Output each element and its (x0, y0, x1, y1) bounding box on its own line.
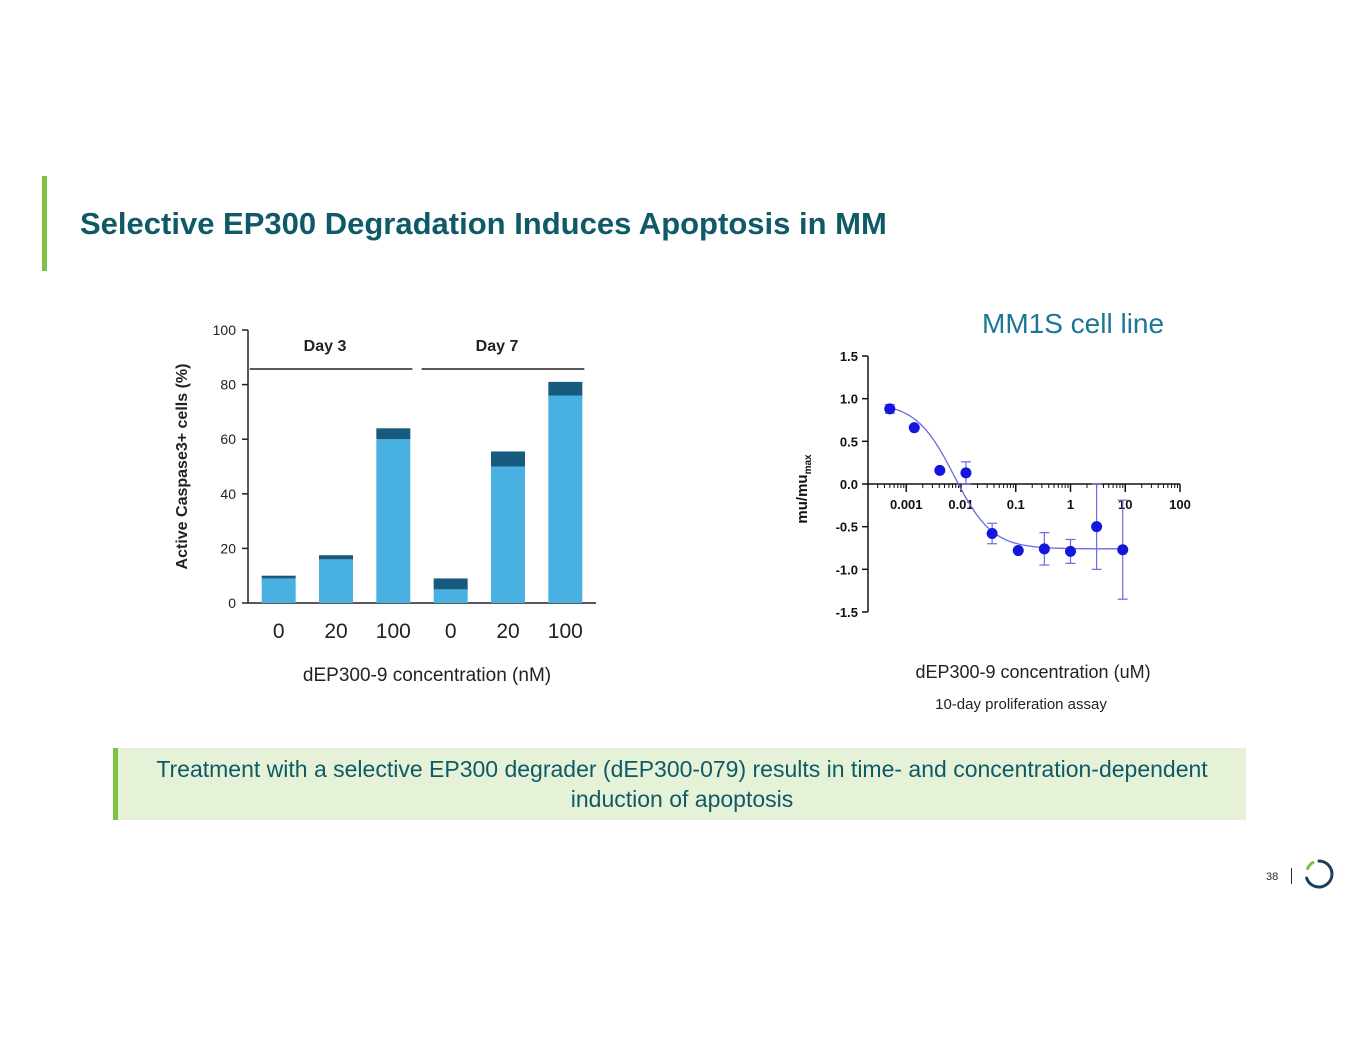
cell-line-subtitle: MM1S cell line (982, 308, 1165, 339)
y-tick-label: -1.5 (836, 605, 858, 620)
data-point (1091, 521, 1103, 533)
y-axis-label-subscript: max (803, 454, 814, 474)
y-tick-label: 1.0 (840, 392, 858, 407)
y-axis-label: mu/mumax (794, 454, 814, 524)
caspase-bar-chart: 0 20 40 60 80 100 Active Caspase3+ cells (%) 0 2… (160, 315, 620, 695)
x-tick-label: 0.1 (1007, 497, 1025, 512)
x-tick-label: 100 (548, 620, 583, 643)
circular-ring-logo-icon (1305, 859, 1334, 889)
y-tick-label: 1.5 (840, 349, 858, 364)
bar-segment-base (319, 559, 353, 603)
x-axis-label: dEP300-9 concentration (uM) (915, 662, 1150, 682)
bar-segment-base (376, 439, 411, 603)
bar-segment-top (548, 381, 583, 396)
data-point (884, 403, 896, 415)
fit-curve (889, 407, 1123, 550)
bar-segment-top (376, 428, 411, 440)
x-tick-label: 100 (376, 620, 411, 643)
y-axis-label-main: mu/mu (794, 474, 811, 523)
data-point (960, 467, 972, 479)
page-title: Selective EP300 Degradation Induces Apop… (80, 206, 887, 241)
group-label: Day 3 (304, 338, 347, 355)
bar-segment-top (491, 451, 525, 467)
bar-segment-top (433, 578, 468, 590)
footer-divider (1291, 868, 1292, 884)
x-tick-label: 20 (324, 620, 347, 643)
y-axis-label: Active Caspase3+ cells (%) (174, 364, 191, 570)
y-tick-label: -0.5 (836, 520, 858, 535)
data-point (1012, 545, 1024, 557)
y-tick-label: 0.0 (840, 477, 858, 492)
group-label: Day 7 (476, 338, 519, 355)
y-tick-label: 40 (220, 486, 236, 502)
page-number: 38 (1266, 871, 1279, 883)
bar-segment-base (261, 578, 296, 603)
data-point (1038, 543, 1050, 555)
y-tick-label: -1.0 (836, 562, 858, 577)
x-tick-label: 0 (445, 620, 457, 643)
x-tick-label: 10 (1118, 497, 1132, 512)
data-point (1065, 545, 1077, 557)
y-tick-label: 60 (220, 431, 236, 447)
bar-segment-top (261, 575, 296, 579)
conclusion-text: Treatment with a selective EP300 degrade… (156, 756, 1208, 812)
data-point (1117, 544, 1129, 556)
chart-caption: 10-day proliferation assay (935, 696, 1107, 713)
y-tick-label: 0 (228, 595, 236, 611)
bar-segment-base (491, 466, 525, 603)
bar-segment-base (433, 589, 468, 603)
x-tick-label: 20 (496, 620, 519, 643)
data-point (986, 527, 998, 539)
y-tick-label: 20 (220, 540, 236, 556)
proliferation-dose-response-chart: 1.5 1.0 0.5 0.0 -0.5 -1.0 -1.5 0.001 0.01 0.1 1 10 1… (780, 300, 1210, 730)
data-point (908, 422, 920, 434)
x-tick-label: 0.001 (890, 497, 923, 512)
conclusion-callout: Treatment with a selective EP300 degrade… (113, 748, 1246, 820)
bar-segment-top (319, 555, 353, 560)
data-point (934, 464, 946, 476)
title-accent-bar (42, 176, 47, 271)
bar-segment-base (548, 395, 583, 603)
y-tick-label: 0.5 (840, 434, 858, 449)
y-tick-label: 100 (213, 322, 237, 338)
y-tick-label: 80 (220, 377, 236, 393)
x-tick-label: 1 (1067, 497, 1074, 512)
x-tick-label: 100 (1169, 497, 1191, 512)
x-tick-label: 0 (273, 620, 285, 643)
x-axis-label: dEP300-9 concentration (nM) (303, 665, 551, 686)
